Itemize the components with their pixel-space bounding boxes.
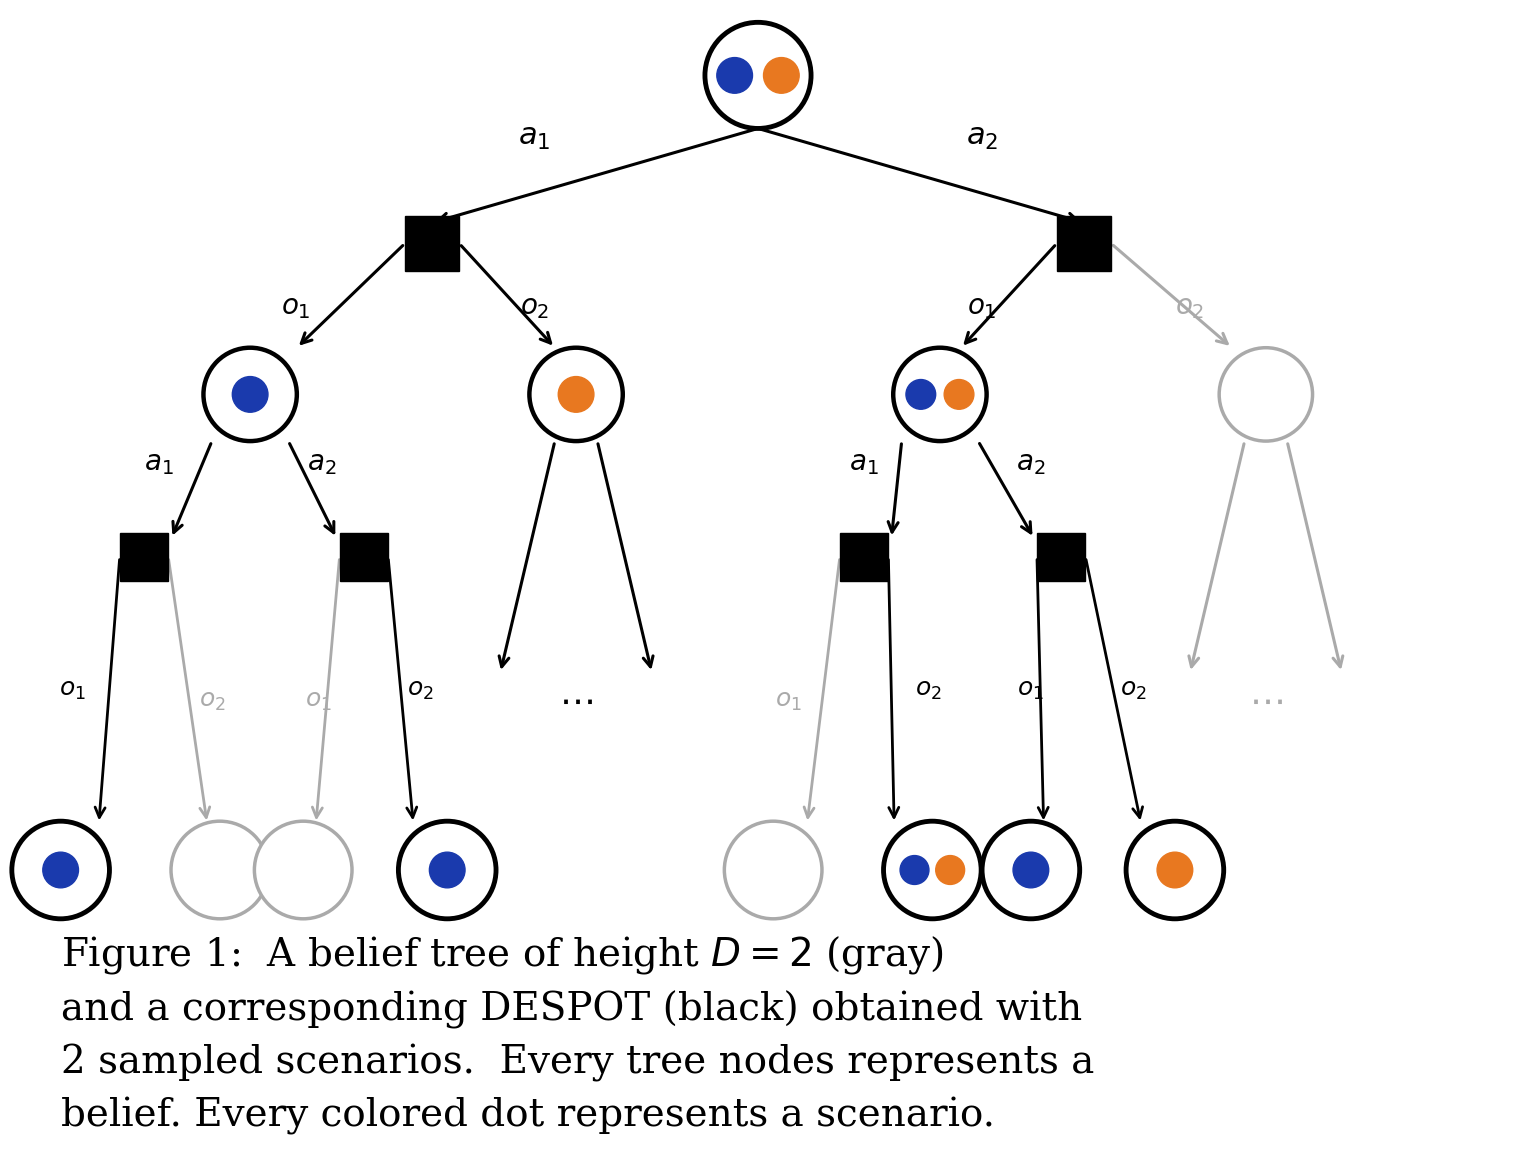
Ellipse shape [764,58,799,93]
Text: $a_1$: $a_1$ [849,450,879,478]
Text: Figure 1:  A belief tree of height $D = 2$ (gray)
and a corresponding DESPOT (bl: Figure 1: A belief tree of height $D = 2… [61,934,1095,1134]
Ellipse shape [399,821,496,919]
Text: $o_2$: $o_2$ [408,679,434,702]
Ellipse shape [171,821,268,919]
Ellipse shape [42,853,79,887]
Text: $o_1$: $o_1$ [775,690,802,713]
Text: $o_1$: $o_1$ [305,690,332,713]
Ellipse shape [1013,853,1049,887]
Text: $o_2$: $o_2$ [916,679,941,702]
Text: $o_1$: $o_1$ [280,293,311,321]
Ellipse shape [935,856,964,884]
Text: $a_2$: $a_2$ [308,450,337,478]
Text: $o_2$: $o_2$ [199,690,226,713]
Text: $o_1$: $o_1$ [59,679,85,702]
Text: $o_2$: $o_2$ [1175,293,1205,321]
Bar [1037,532,1085,581]
Bar [405,216,459,271]
Ellipse shape [725,821,822,919]
Ellipse shape [529,348,623,441]
Ellipse shape [717,58,752,93]
Text: $a_1$: $a_1$ [144,450,174,478]
Ellipse shape [203,348,297,441]
Ellipse shape [232,377,268,412]
Ellipse shape [705,22,811,129]
Text: $\cdots$: $\cdots$ [559,684,593,719]
Ellipse shape [893,348,987,441]
Ellipse shape [884,821,981,919]
Text: $o_1$: $o_1$ [967,293,996,321]
Ellipse shape [1126,821,1223,919]
Text: $a_2$: $a_2$ [966,121,998,152]
Text: $o_1$: $o_1$ [1017,679,1045,702]
Ellipse shape [907,379,935,409]
Ellipse shape [12,821,109,919]
Text: $\cdots$: $\cdots$ [1249,684,1283,719]
Ellipse shape [901,856,929,884]
Ellipse shape [982,821,1079,919]
Text: $a_2$: $a_2$ [1016,450,1046,478]
Text: $o_2$: $o_2$ [1120,679,1146,702]
Ellipse shape [429,853,465,887]
Bar [1057,216,1111,271]
Text: $o_2$: $o_2$ [520,293,549,321]
Bar [340,532,388,581]
Ellipse shape [255,821,352,919]
Ellipse shape [558,377,594,412]
Bar [840,532,888,581]
Bar [120,532,168,581]
Ellipse shape [944,379,973,409]
Text: $a_1$: $a_1$ [518,121,550,152]
Ellipse shape [1219,348,1313,441]
Ellipse shape [1157,853,1193,887]
